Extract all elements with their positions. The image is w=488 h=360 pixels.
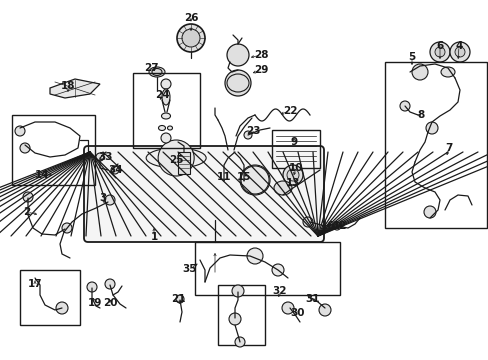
Bar bbox=[178, 152, 190, 174]
Circle shape bbox=[399, 101, 409, 111]
Circle shape bbox=[161, 133, 171, 143]
Text: 23: 23 bbox=[245, 126, 260, 136]
Circle shape bbox=[105, 279, 115, 289]
Text: 31: 31 bbox=[305, 294, 320, 304]
Circle shape bbox=[15, 126, 25, 136]
Text: 32: 32 bbox=[272, 286, 286, 296]
Text: 21: 21 bbox=[170, 294, 185, 304]
Ellipse shape bbox=[161, 113, 170, 119]
Text: 34: 34 bbox=[108, 165, 123, 175]
Circle shape bbox=[161, 79, 171, 89]
Circle shape bbox=[303, 217, 312, 227]
Text: 28: 28 bbox=[253, 50, 268, 60]
Bar bbox=[218, 285, 264, 345]
Circle shape bbox=[429, 42, 449, 62]
Circle shape bbox=[283, 165, 303, 185]
Ellipse shape bbox=[440, 67, 454, 77]
Circle shape bbox=[158, 140, 194, 176]
Circle shape bbox=[425, 122, 437, 134]
Text: 35: 35 bbox=[183, 264, 197, 274]
Text: 16: 16 bbox=[320, 221, 335, 231]
Circle shape bbox=[434, 47, 444, 57]
Ellipse shape bbox=[167, 126, 172, 130]
Circle shape bbox=[244, 131, 251, 139]
Circle shape bbox=[105, 195, 115, 205]
Ellipse shape bbox=[273, 181, 291, 195]
Circle shape bbox=[454, 47, 464, 57]
Circle shape bbox=[411, 64, 427, 80]
Ellipse shape bbox=[158, 126, 165, 131]
Circle shape bbox=[318, 304, 330, 316]
Circle shape bbox=[62, 223, 72, 233]
Circle shape bbox=[177, 24, 204, 52]
Bar bbox=[12, 115, 95, 185]
Circle shape bbox=[87, 282, 97, 292]
Circle shape bbox=[240, 165, 269, 195]
Circle shape bbox=[286, 169, 298, 181]
Circle shape bbox=[176, 295, 183, 303]
Text: 4: 4 bbox=[454, 41, 462, 51]
Text: 9: 9 bbox=[290, 137, 297, 147]
Circle shape bbox=[235, 337, 244, 347]
Text: 5: 5 bbox=[407, 52, 415, 62]
Text: 18: 18 bbox=[61, 81, 75, 91]
Text: 14: 14 bbox=[35, 170, 49, 180]
Circle shape bbox=[423, 206, 435, 218]
Text: 10: 10 bbox=[288, 163, 303, 173]
Ellipse shape bbox=[149, 67, 164, 77]
Text: 11: 11 bbox=[216, 172, 231, 182]
Text: 26: 26 bbox=[183, 13, 198, 23]
Text: 1: 1 bbox=[150, 232, 157, 242]
Bar bbox=[271, 130, 319, 168]
Bar bbox=[20, 270, 80, 325]
Circle shape bbox=[226, 44, 248, 66]
Ellipse shape bbox=[162, 89, 170, 105]
Circle shape bbox=[449, 42, 469, 62]
Circle shape bbox=[332, 222, 340, 230]
Circle shape bbox=[228, 313, 241, 325]
Circle shape bbox=[96, 153, 104, 161]
Text: 24: 24 bbox=[154, 90, 169, 100]
Text: 8: 8 bbox=[417, 110, 424, 120]
Circle shape bbox=[224, 70, 250, 96]
Text: 3: 3 bbox=[99, 193, 106, 203]
Text: 22: 22 bbox=[282, 106, 297, 116]
Text: 12: 12 bbox=[332, 221, 346, 231]
Circle shape bbox=[231, 285, 244, 297]
Circle shape bbox=[271, 264, 284, 276]
Text: 30: 30 bbox=[290, 308, 305, 318]
Circle shape bbox=[182, 29, 200, 47]
Text: 15: 15 bbox=[236, 172, 251, 182]
FancyBboxPatch shape bbox=[84, 146, 324, 242]
Ellipse shape bbox=[146, 148, 206, 168]
Text: 20: 20 bbox=[102, 298, 117, 308]
Text: 29: 29 bbox=[253, 65, 267, 75]
Bar bbox=[195, 242, 339, 295]
Polygon shape bbox=[50, 79, 100, 98]
Bar bbox=[384, 62, 486, 228]
Ellipse shape bbox=[152, 68, 162, 76]
Text: 6: 6 bbox=[435, 41, 443, 51]
Text: 17: 17 bbox=[28, 279, 42, 289]
Text: 13: 13 bbox=[285, 178, 300, 188]
Text: 33: 33 bbox=[99, 152, 113, 162]
Text: 2: 2 bbox=[23, 207, 31, 217]
Circle shape bbox=[56, 302, 68, 314]
Text: 19: 19 bbox=[88, 298, 102, 308]
Text: 7: 7 bbox=[445, 143, 452, 153]
Circle shape bbox=[246, 248, 263, 264]
Circle shape bbox=[23, 192, 33, 202]
Circle shape bbox=[111, 166, 119, 174]
Circle shape bbox=[282, 302, 293, 314]
Circle shape bbox=[20, 143, 30, 153]
Text: 25: 25 bbox=[168, 155, 183, 165]
Text: 27: 27 bbox=[143, 63, 158, 73]
Bar bbox=[133, 73, 200, 148]
